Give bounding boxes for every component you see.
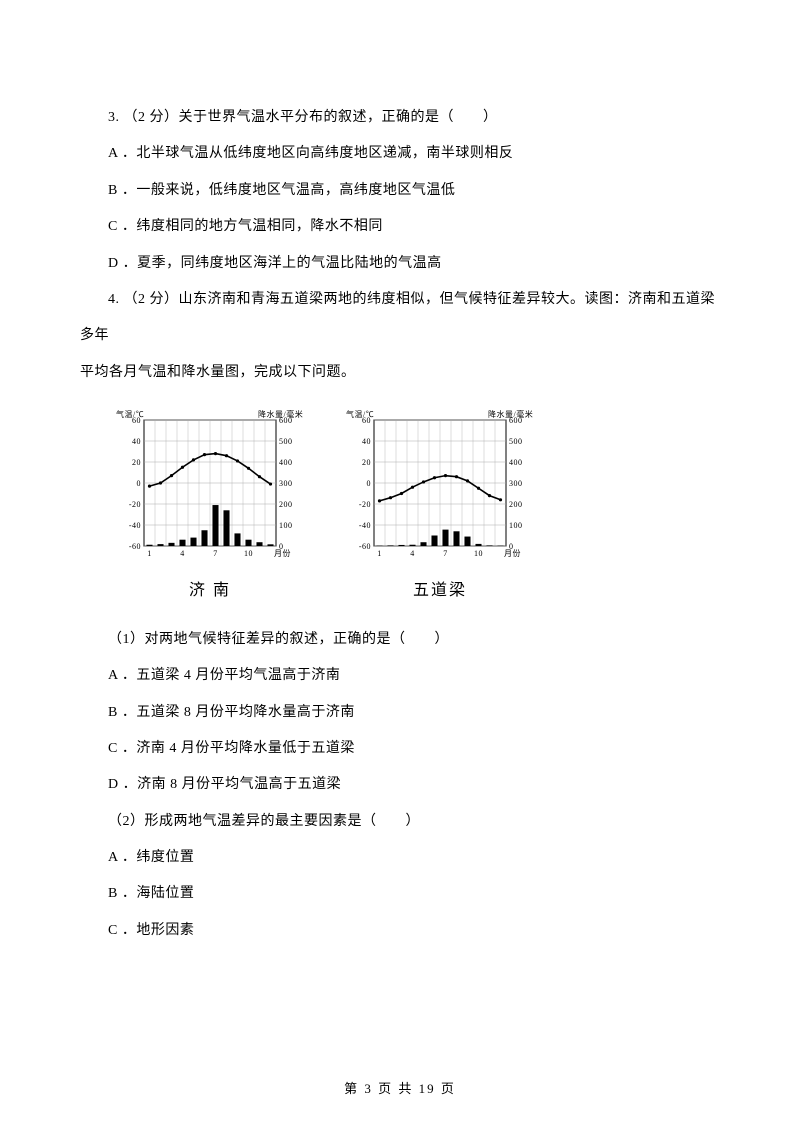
climate-chart-jinan: -60-40-200204060010020030040050060014710… xyxy=(110,406,310,566)
climate-chart-wudaoliang: -60-40-200204060010020030040050060014710… xyxy=(340,406,540,566)
page-footer: 第 3 页 共 19 页 xyxy=(0,1078,800,1097)
q3-option-d: D ．夏季，同纬度地区海洋上的气温比陆地的气温高 xyxy=(80,246,720,282)
svg-text:7: 7 xyxy=(213,549,218,558)
q4-sub2-b: B ．海陆位置 xyxy=(80,876,720,912)
svg-text:1: 1 xyxy=(147,549,152,558)
svg-text:500: 500 xyxy=(279,437,293,446)
svg-text:4: 4 xyxy=(180,549,185,558)
svg-text:0: 0 xyxy=(137,479,142,488)
chart-wudaoliang: -60-40-200204060010020030040050060014710… xyxy=(340,406,540,612)
svg-text:-60: -60 xyxy=(359,542,371,551)
chart-jinan: -60-40-200204060010020030040050060014710… xyxy=(110,406,310,612)
svg-text:400: 400 xyxy=(279,458,293,467)
svg-text:-40: -40 xyxy=(129,521,141,530)
svg-text:7: 7 xyxy=(443,549,448,558)
svg-text:40: 40 xyxy=(362,437,371,446)
svg-text:降水量/毫米: 降水量/毫米 xyxy=(488,409,533,419)
svg-text:500: 500 xyxy=(509,437,523,446)
q4-sub1-a: A ．五道梁 4 月份平均气温高于济南 xyxy=(80,658,720,694)
svg-text:200: 200 xyxy=(509,500,523,509)
svg-text:-20: -20 xyxy=(359,500,371,509)
q4-stem-line1: 4. （2 分）山东济南和青海五道梁两地的纬度相似，但气候特征差异较大。读图：济… xyxy=(80,282,720,355)
chart-label-jinan: 济 南 xyxy=(189,570,231,612)
svg-text:降水量/毫米: 降水量/毫米 xyxy=(258,409,303,419)
svg-text:300: 300 xyxy=(509,479,523,488)
q4-sub2-a: A ．纬度位置 xyxy=(80,840,720,876)
svg-text:4: 4 xyxy=(410,549,415,558)
page-content: 3. （2 分）关于世界气温水平分布的叙述，正确的是（ ） A ．北半球气温从低… xyxy=(0,0,800,989)
svg-text:10: 10 xyxy=(244,549,253,558)
q4-sub1-c: C ．济南 4 月份平均降水量低于五道梁 xyxy=(80,731,720,767)
svg-text:月份: 月份 xyxy=(274,548,291,558)
q4-sub1-b: B ．五道梁 8 月份平均降水量高于济南 xyxy=(80,695,720,731)
charts-row: -60-40-200204060010020030040050060014710… xyxy=(110,406,720,612)
svg-text:200: 200 xyxy=(279,500,293,509)
svg-text:气温/℃: 气温/℃ xyxy=(116,409,144,419)
q3-option-c: C ．纬度相同的地方气温相同，降水不相同 xyxy=(80,209,720,245)
svg-text:400: 400 xyxy=(509,458,523,467)
q4-sub1-d: D ．济南 8 月份平均气温高于五道梁 xyxy=(80,767,720,803)
q4-sub2-c: C ．地形因素 xyxy=(80,913,720,949)
q3-option-b: B ．一般来说，低纬度地区气温高，高纬度地区气温低 xyxy=(80,173,720,209)
svg-text:1: 1 xyxy=(377,549,382,558)
svg-text:-20: -20 xyxy=(129,500,141,509)
q4-sub1-stem: （1）对两地气候特征差异的叙述，正确的是（ ） xyxy=(80,622,720,658)
svg-text:20: 20 xyxy=(132,458,141,467)
svg-text:100: 100 xyxy=(509,521,523,530)
svg-text:0: 0 xyxy=(367,479,372,488)
svg-text:40: 40 xyxy=(132,437,141,446)
q3-stem: 3. （2 分）关于世界气温水平分布的叙述，正确的是（ ） xyxy=(80,100,720,136)
q4-sub2-stem: （2）形成两地气温差异的最主要因素是（ ） xyxy=(80,804,720,840)
svg-text:100: 100 xyxy=(279,521,293,530)
svg-text:气温/℃: 气温/℃ xyxy=(346,409,374,419)
svg-text:300: 300 xyxy=(279,479,293,488)
svg-text:-40: -40 xyxy=(359,521,371,530)
svg-text:20: 20 xyxy=(362,458,371,467)
q4-stem-line2: 平均各月气温和降水量图，完成以下问题。 xyxy=(80,355,720,391)
q3-option-a: A ．北半球气温从低纬度地区向高纬度地区递减，南半球则相反 xyxy=(80,136,720,172)
svg-text:月份: 月份 xyxy=(504,548,521,558)
chart-label-wudaoliang: 五道梁 xyxy=(413,570,467,612)
svg-text:-60: -60 xyxy=(129,542,141,551)
svg-text:10: 10 xyxy=(474,549,483,558)
